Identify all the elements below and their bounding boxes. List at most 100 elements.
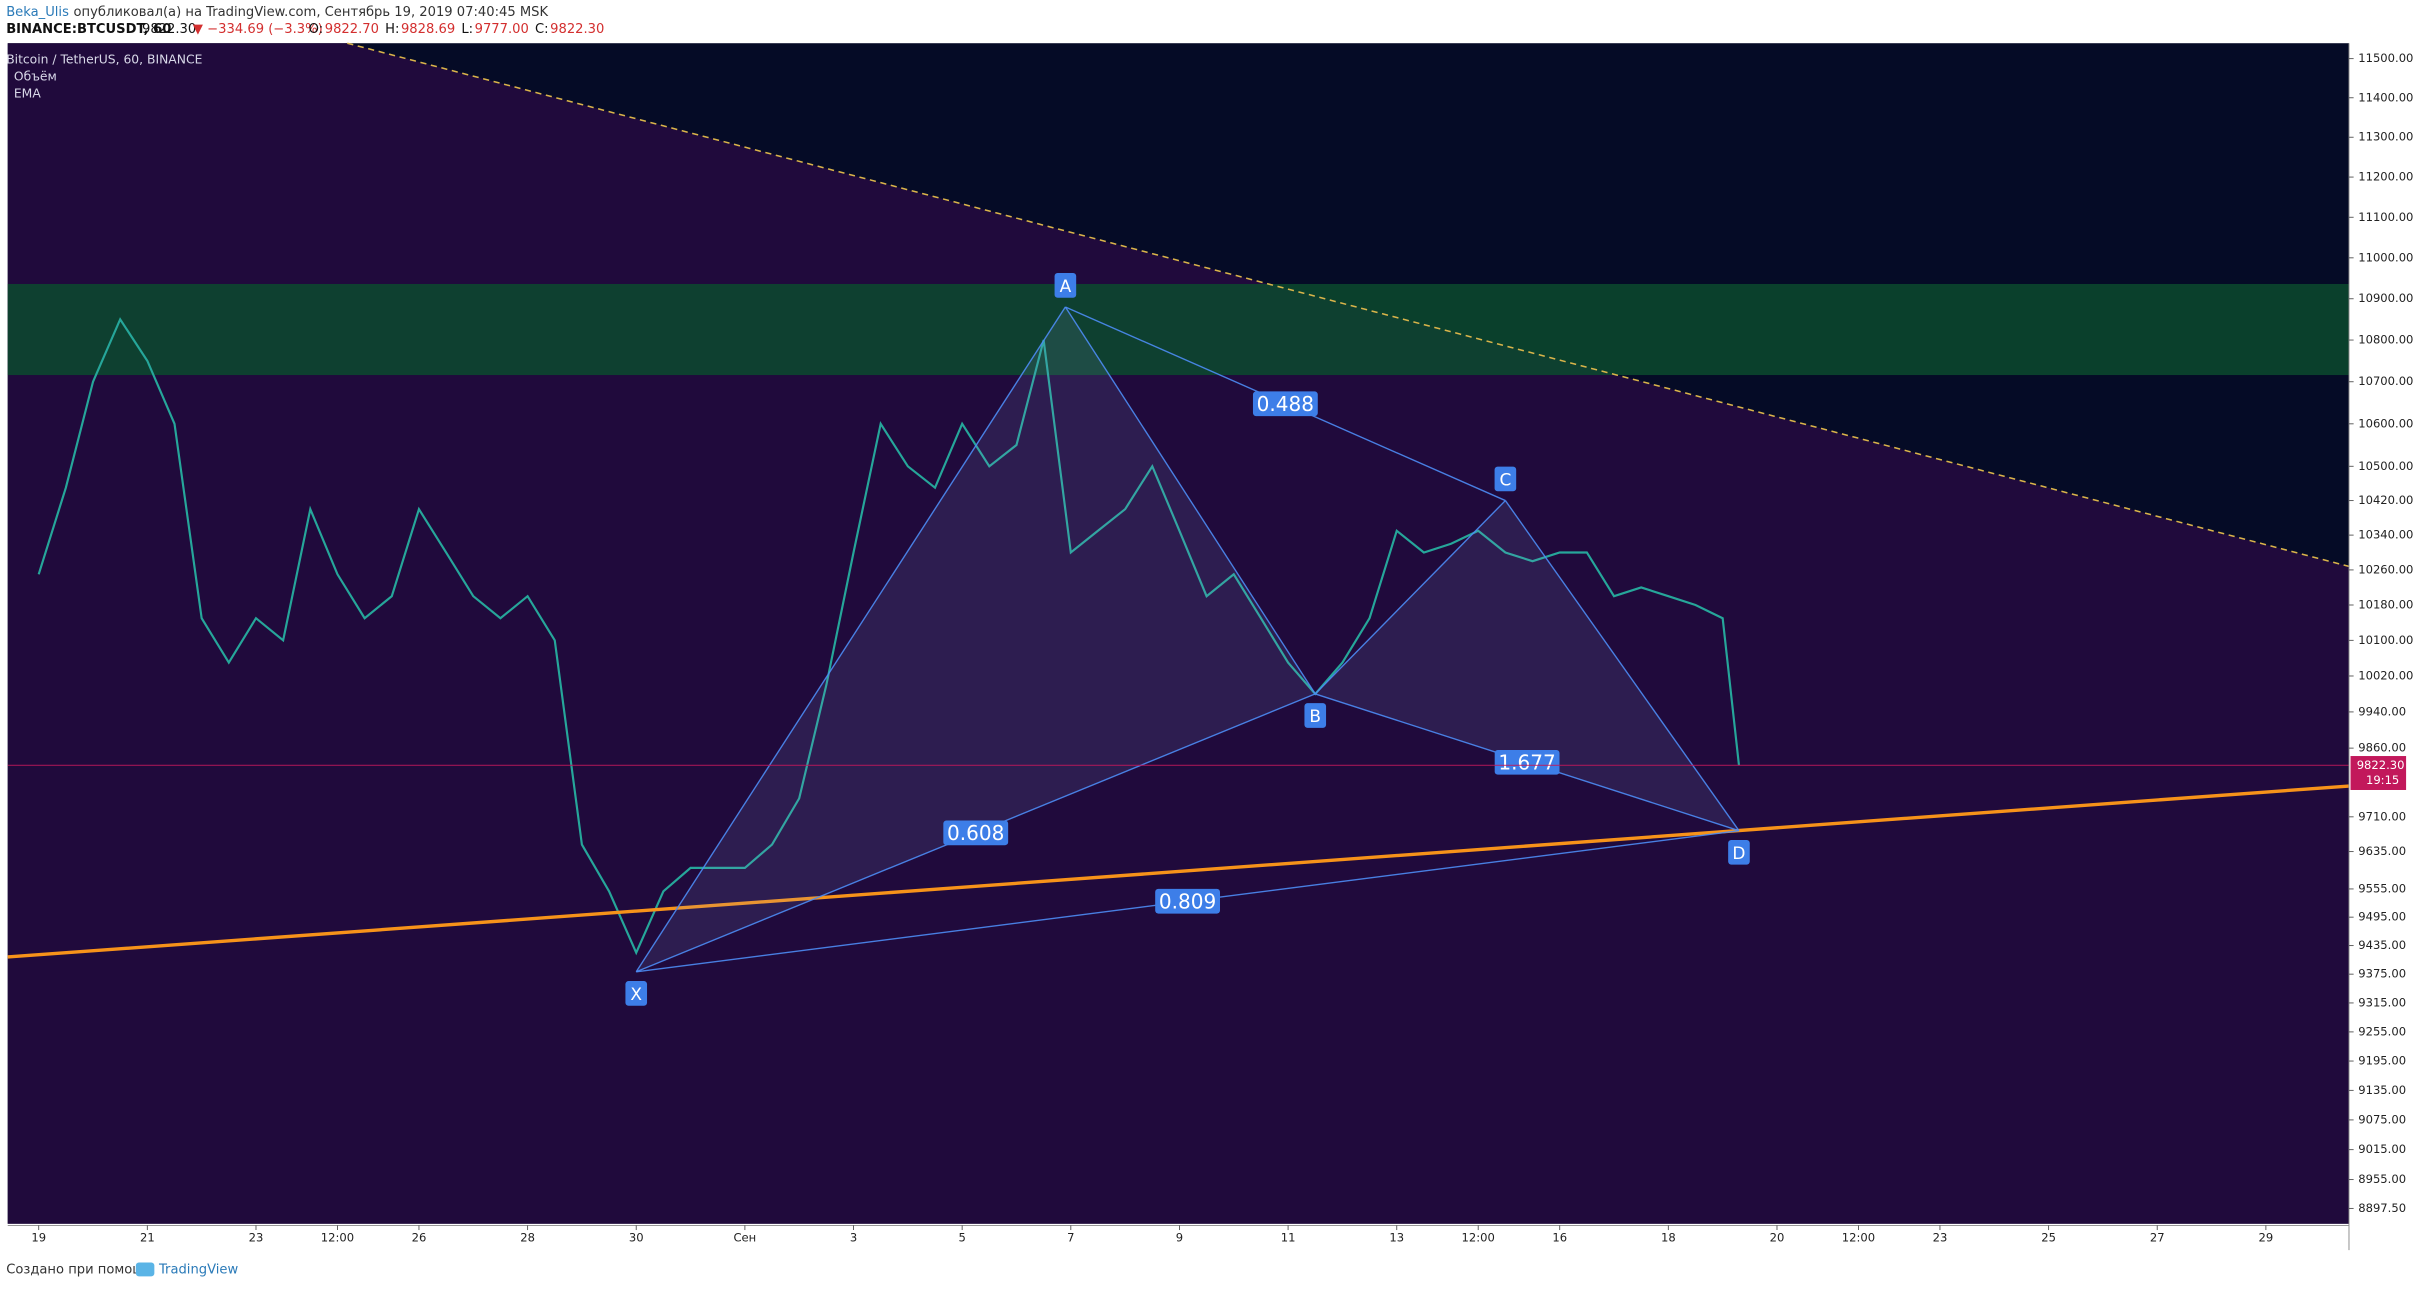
point-badge	[1728, 839, 1750, 865]
x-tick-label: 29	[2259, 1230, 2274, 1244]
point-badge	[1494, 466, 1517, 492]
y-tick-label: 11200.00	[2358, 170, 2413, 184]
point-badge	[1304, 703, 1327, 728]
y-tick-label: 11300.00	[2358, 130, 2413, 144]
x-tick-label: 7	[1067, 1230, 1074, 1244]
y-tick-label: 9075.00	[2358, 1112, 2406, 1126]
x-tick-label: 27	[2150, 1230, 2165, 1244]
ratio-label: 0.488	[1257, 392, 1314, 416]
y-tick-label: 10900.00	[2358, 291, 2413, 305]
point-label: B	[1309, 707, 1321, 727]
ohlc-name: O:	[309, 22, 324, 37]
point-badge	[1054, 273, 1077, 298]
x-tick-label: 12:00	[321, 1230, 354, 1244]
y-tick-label: 9195.00	[2358, 1054, 2406, 1068]
ratio-badge	[1252, 391, 1318, 417]
ratio-label: 0.608	[947, 821, 1004, 845]
x-tick-label: 11	[1281, 1230, 1296, 1244]
y-tick-label: 10180.00	[2358, 597, 2413, 611]
y-tick-label: 9710.00	[2358, 809, 2406, 823]
x-tick-label: 28	[520, 1230, 535, 1244]
ohlc-value: 9822.70	[325, 22, 379, 37]
y-tick-label: 11400.00	[2358, 90, 2413, 104]
x-tick-label: 5	[958, 1230, 965, 1244]
x-tick-label: 21	[140, 1230, 155, 1244]
y-tick-label: 10020.00	[2358, 668, 2413, 682]
pattern-leg	[635, 306, 1066, 973]
series-title: Bitcoin / TetherUS, 60, BINANCE	[6, 53, 202, 67]
price-line	[37, 317, 1741, 956]
ohlc-value: 9822.30	[550, 22, 604, 37]
plot: 0.488 0.608 1.677 0.809 X A B C D 11500.00 11400.0…	[0, 42, 2420, 1251]
y-tick-label: 9135.00	[2358, 1083, 2406, 1097]
y-tick-label: 9375.00	[2358, 967, 2406, 981]
x-tick-label: 12:00	[1462, 1230, 1495, 1244]
point-label: D	[1732, 844, 1745, 864]
x-tick-label: 9	[1176, 1230, 1183, 1244]
x-tick-label: 25	[2041, 1230, 2056, 1244]
y-tick-label: 11000.00	[2358, 250, 2413, 264]
trendline	[7, 784, 2350, 959]
y-tick-label: 11500.00	[2358, 51, 2413, 65]
x-tick-label: 23	[1933, 1230, 1948, 1244]
pattern-fill	[1315, 500, 1739, 831]
y-tick-label: 10800.00	[2358, 333, 2413, 347]
pattern-leg	[1314, 500, 1506, 695]
x-tick-label: 3	[850, 1230, 857, 1244]
y-tick-label: 10260.00	[2358, 562, 2413, 576]
last-price-label: 9822.30	[2357, 758, 2405, 772]
pattern-leg	[1504, 500, 1740, 832]
ohlc-name: H:	[385, 22, 399, 37]
price-axis	[2348, 43, 2420, 1246]
x-tick-label: 26	[412, 1230, 427, 1244]
x-tick-label: 30	[629, 1230, 644, 1244]
author-link[interactable]: Beka_Ulis	[6, 5, 69, 20]
y-tick-label: 9315.00	[2358, 995, 2406, 1009]
point-label: X	[630, 985, 642, 1005]
ohlc-value: 9777.00	[475, 22, 529, 37]
ohlc-name: L:	[461, 22, 473, 37]
x-tick-label: 18	[1661, 1230, 1676, 1244]
y-tick-label: 8897.50	[2358, 1201, 2406, 1215]
countdown: 19:15	[2366, 773, 2399, 787]
x-tick-label: 12:00	[1842, 1230, 1875, 1244]
footer-brand[interactable]: TradingView	[158, 1263, 238, 1278]
point-badge	[625, 981, 648, 1006]
y-tick-label: 10600.00	[2358, 416, 2413, 430]
y-tick-label: 9940.00	[2358, 704, 2406, 718]
y-tick-label: 10500.00	[2358, 459, 2413, 473]
ratio-badge	[1155, 888, 1221, 914]
y-tick-label: 9635.00	[2358, 844, 2406, 858]
pattern-leg	[1064, 306, 1316, 695]
ohlc-value: 9828.69	[401, 22, 455, 37]
y-tick-label: 10340.00	[2358, 528, 2413, 542]
y-tick-label: 8955.00	[2358, 1172, 2406, 1186]
publish-info: опубликовал(а) на TradingView.com, Сентя…	[74, 5, 549, 20]
ratio-label: 1.677	[1498, 750, 1555, 774]
ratio-label: 0.809	[1159, 889, 1216, 913]
y-tick-label: 10420.00	[2358, 493, 2413, 507]
y-tick-label: 9495.00	[2358, 910, 2406, 924]
y-tick-label: 11100.00	[2358, 210, 2413, 224]
y-tick-label: 9015.00	[2358, 1142, 2406, 1156]
indicator: EMA	[14, 87, 41, 101]
ratio-badge	[943, 820, 1009, 846]
footer-text: Создано при помощи	[6, 1263, 153, 1278]
x-tick-label: 16	[1552, 1230, 1567, 1244]
indicator: Объём	[14, 70, 57, 84]
x-tick-label: 19	[31, 1230, 46, 1244]
pattern-fill	[636, 306, 1316, 972]
y-tick-label: 9555.00	[2358, 881, 2406, 895]
brand-icon	[135, 1262, 155, 1277]
change: ▼ −334.69 (−3.3%)	[193, 22, 323, 37]
y-tick-label: 10100.00	[2358, 633, 2413, 647]
x-tick-label: Сен	[734, 1230, 757, 1244]
y-tick-label: 9435.00	[2358, 938, 2406, 952]
y-tick-label: 9255.00	[2358, 1024, 2406, 1038]
y-tick-label: 9860.00	[2358, 741, 2406, 755]
time-axis	[0, 1223, 2349, 1251]
y-tick-label: 10700.00	[2358, 374, 2413, 388]
x-tick-label: 23	[249, 1230, 264, 1244]
